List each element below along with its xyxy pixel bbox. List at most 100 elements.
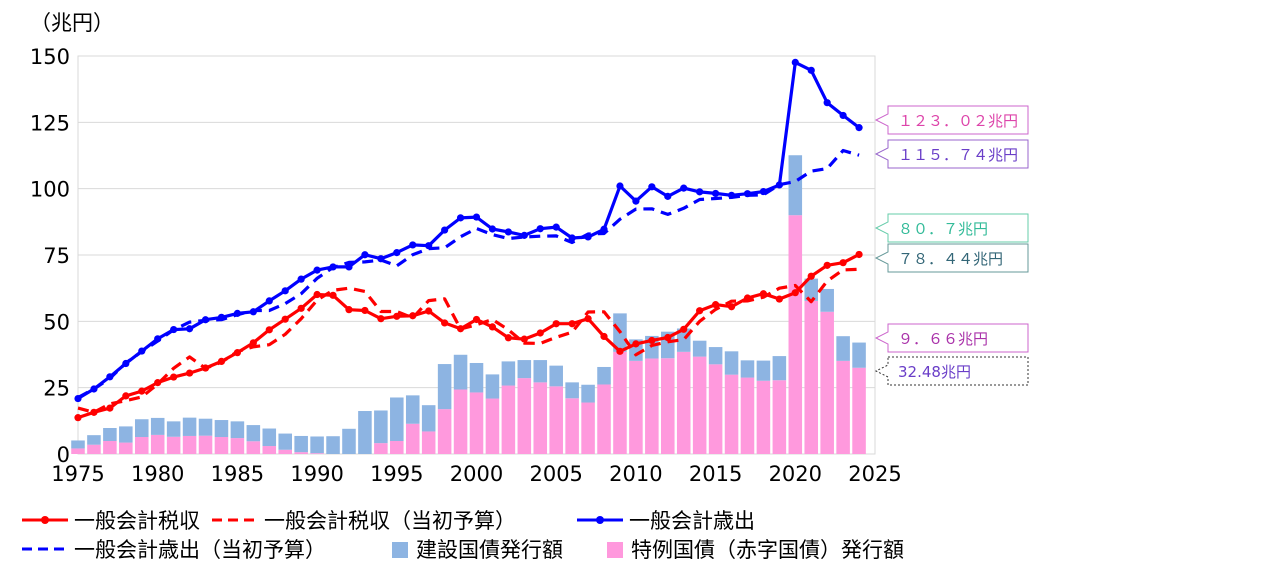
- construction-bond-bar: [374, 410, 388, 444]
- deficit-bond-bar: [533, 382, 548, 454]
- data-point: [680, 325, 688, 333]
- construction-bond-bar: [405, 395, 420, 424]
- deficit-bond-bar: [756, 380, 771, 454]
- data-point: [138, 387, 146, 395]
- data-point: [265, 297, 273, 305]
- data-point: [122, 359, 130, 368]
- data-point: [185, 325, 194, 333]
- deficit-bond-bar: [262, 446, 277, 454]
- legend-item-tax-revenue: 一般会計税収: [20, 505, 200, 535]
- legend-item-expenditure-budget: 一般会計歳出（当初予算）: [20, 534, 326, 564]
- callout-box: [874, 356, 1029, 386]
- deficit-bond-bar: [788, 215, 803, 454]
- data-point: [185, 369, 194, 377]
- data-point: [775, 181, 783, 189]
- callout-label: ９．６６兆円: [898, 330, 988, 348]
- data-point: [393, 249, 401, 257]
- deficit-bond-bar: [150, 434, 165, 454]
- data-point: [249, 339, 257, 347]
- deficit-bond-bar: [676, 351, 691, 454]
- legend-item-deficit-bonds: 特例国債（赤字国債）発行額: [605, 534, 904, 564]
- callout-box: [874, 139, 1029, 169]
- data-point: [217, 357, 226, 365]
- data-point: [743, 190, 752, 198]
- deficit-bond-bar: [198, 435, 213, 454]
- callout-box: [874, 243, 1029, 273]
- data-point: [680, 184, 688, 192]
- callout-box: [874, 323, 1029, 353]
- y-tick-label: 75: [43, 244, 70, 268]
- callout-label: １２３．０２兆円: [898, 112, 1018, 130]
- deficit-bond-bar: [390, 440, 404, 454]
- data-point: [488, 323, 497, 331]
- construction-bond-bar: [182, 417, 197, 436]
- deficit-bond-bar: [708, 364, 723, 454]
- callout-label: １１５．７４兆円: [898, 146, 1018, 164]
- data-point: [823, 99, 831, 107]
- data-point: [743, 294, 752, 302]
- construction-bond-bar: [166, 421, 181, 437]
- deficit-bond-bar: [134, 437, 149, 454]
- construction-bond-bar: [342, 428, 356, 454]
- legend-swatch-dashed-blue: [22, 547, 68, 551]
- y-tick-label: 50: [43, 310, 70, 334]
- data-point: [281, 287, 289, 295]
- callout: ９．６６兆円: [874, 323, 1029, 353]
- data-point: [504, 228, 512, 236]
- construction-bond-bar: [692, 340, 707, 357]
- data-point: [106, 373, 114, 381]
- data-point: [616, 347, 624, 355]
- data-point: [664, 333, 672, 342]
- construction-bond-bar: [150, 417, 165, 435]
- legend-swatch-pink-bar: [607, 542, 623, 558]
- construction-bond-bar: [214, 420, 229, 438]
- data-point: [329, 263, 337, 271]
- construction-bond-bar: [565, 382, 579, 399]
- construction-bond-bar: [788, 155, 803, 216]
- construction-bond-bar: [230, 421, 245, 439]
- legend-swatch-solid-blue: [577, 516, 623, 524]
- deficit-bond-bar: [629, 360, 643, 454]
- construction-bond-bar: [708, 347, 723, 365]
- data-point: [855, 124, 863, 132]
- data-point: [632, 340, 640, 348]
- deficit-bond-bar: [565, 398, 579, 454]
- callout-label: 32.48兆円: [898, 363, 971, 381]
- data-point: [409, 312, 417, 320]
- deficit-bond-bar: [294, 452, 308, 454]
- data-point: [855, 250, 863, 259]
- legend-label: 一般会計税収: [74, 509, 200, 533]
- deficit-bond-bar: [246, 441, 261, 454]
- deficit-bond-bar: [103, 440, 117, 454]
- data-point: [536, 329, 544, 337]
- deficit-bond-bar: [820, 311, 834, 454]
- construction-bond-bar: [198, 418, 213, 436]
- data-point: [90, 385, 98, 393]
- construction-bond-bar: [87, 435, 101, 445]
- construction-bond-bar: [134, 419, 149, 438]
- construction-bond-bar: [278, 433, 292, 450]
- data-point: [504, 334, 512, 342]
- data-point: [775, 295, 783, 303]
- data-point: [409, 241, 417, 249]
- data-point: [839, 111, 847, 120]
- construction-bond-bar: [485, 374, 500, 399]
- data-point: [313, 266, 321, 274]
- y-axis-unit-label: （兆円）: [30, 11, 114, 35]
- construction-bond-bar: [772, 356, 787, 381]
- deficit-bond-bar: [453, 389, 468, 454]
- construction-bond-bar: [103, 427, 117, 441]
- deficit-bond-bar: [437, 409, 452, 454]
- data-point: [584, 315, 592, 323]
- construction-bond-bar: [501, 361, 516, 386]
- construction-bond-bar: [820, 288, 834, 312]
- data-point: [696, 188, 704, 196]
- data-point: [74, 414, 82, 422]
- construction-bond-bar: [533, 360, 548, 383]
- data-point: [807, 66, 815, 74]
- data-point: [393, 312, 401, 320]
- x-tick-label: 2010: [609, 462, 662, 486]
- legend-item-expenditure: 一般会計歳出: [575, 505, 755, 535]
- construction-bond-bar: [119, 426, 133, 443]
